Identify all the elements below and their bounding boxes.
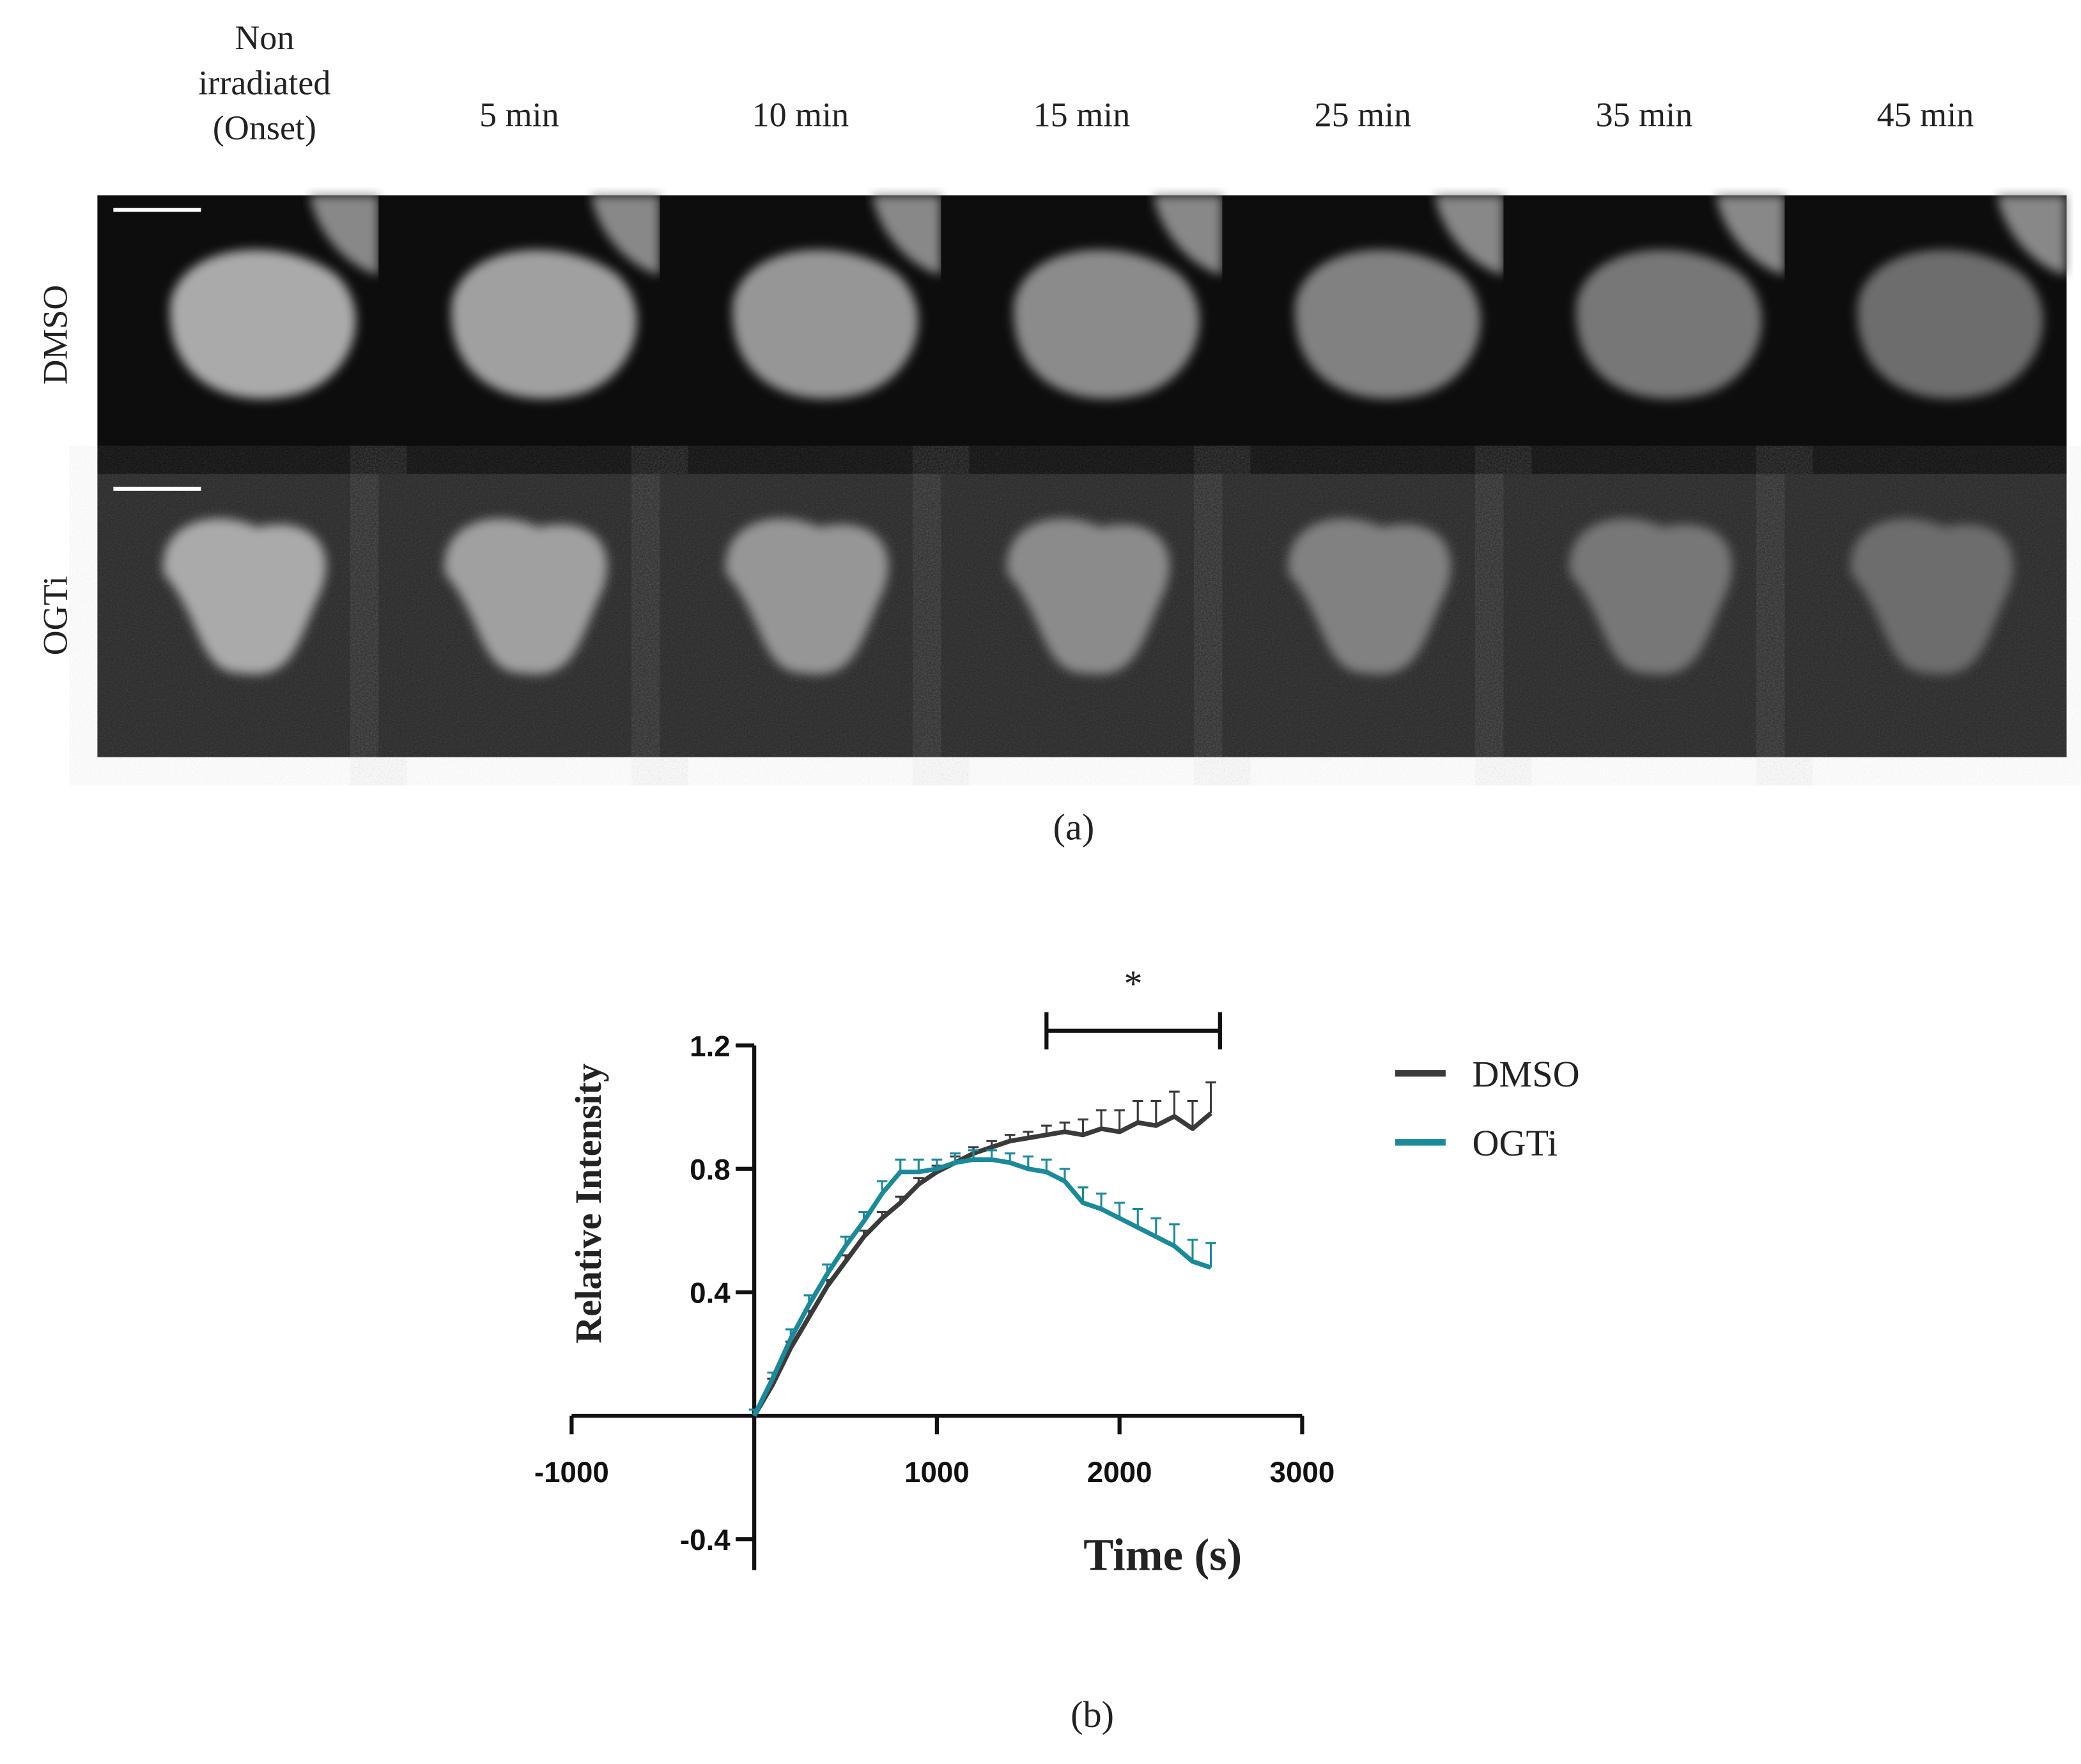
nucleus bbox=[444, 518, 607, 675]
micrograph bbox=[1222, 474, 1505, 757]
caption: (b) bbox=[1071, 1694, 1114, 1735]
column-label: 5 min bbox=[479, 95, 559, 134]
error-bar bbox=[1187, 1099, 1198, 1129]
series-line bbox=[752, 1111, 1212, 1417]
legend-label: DMSO bbox=[1472, 1053, 1579, 1095]
micrograph bbox=[660, 474, 942, 757]
y-axis-label: Relative Intensity bbox=[568, 1064, 609, 1343]
nucleus bbox=[1288, 518, 1451, 675]
significance-label: * bbox=[1124, 963, 1143, 1005]
column-label-text: 5 min bbox=[479, 95, 559, 134]
x-tick-label: 1000 bbox=[904, 1456, 970, 1489]
column-label: 15 min bbox=[1033, 95, 1131, 134]
column-label-text: 25 min bbox=[1314, 95, 1412, 134]
y-tick-label: 0.8 bbox=[690, 1153, 731, 1186]
nucleus bbox=[163, 518, 326, 675]
chart: -1000 1000 2000 3000 -0.4 0.4 0.8 1.2 DMSO OGTi * bbox=[534, 963, 1580, 1570]
neighbor-cell bbox=[309, 195, 379, 275]
error-bar bbox=[1132, 1099, 1143, 1123]
series-line bbox=[752, 1157, 1212, 1417]
x-axis-label: Time (s) bbox=[1083, 1531, 1242, 1581]
neighbor-cell bbox=[872, 195, 941, 275]
nucleus bbox=[1857, 249, 2043, 399]
micrograph bbox=[660, 195, 942, 474]
nucleus bbox=[1569, 518, 1732, 675]
column-label: 45 min bbox=[1876, 95, 1974, 134]
error-bar bbox=[1150, 1217, 1162, 1237]
x-tick-label: -1000 bbox=[534, 1456, 609, 1489]
y-tick-label: -0.4 bbox=[680, 1524, 731, 1556]
y-tick-label: 1.2 bbox=[690, 1030, 731, 1062]
column-label-text: 35 min bbox=[1595, 95, 1693, 134]
neighbor-cell bbox=[591, 195, 660, 275]
column-label: 10 min bbox=[752, 95, 849, 134]
nucleus bbox=[1014, 249, 1200, 399]
micrograph bbox=[941, 195, 1223, 474]
error-bar bbox=[1150, 1099, 1162, 1126]
x-tick-label: 2000 bbox=[1087, 1456, 1152, 1489]
significance-bracket bbox=[1044, 1012, 1222, 1049]
error-bar bbox=[1169, 1090, 1180, 1117]
caption: (a) bbox=[1053, 806, 1095, 847]
nucleus bbox=[169, 249, 356, 399]
column-label: Non irradiated (Onset) bbox=[198, 19, 331, 148]
nucleus bbox=[1007, 518, 1170, 675]
x-tick-label: 3000 bbox=[1270, 1456, 1335, 1489]
micrograph bbox=[1503, 195, 1786, 474]
neighbor-cell bbox=[1434, 195, 1504, 275]
micrograph bbox=[1784, 195, 2067, 474]
neighbor-cell bbox=[1715, 195, 1785, 275]
error-bar bbox=[1205, 1242, 1216, 1268]
error-bar bbox=[1078, 1118, 1088, 1135]
micrograph bbox=[1784, 474, 2067, 757]
column-label: 35 min bbox=[1595, 95, 1693, 134]
micrograph bbox=[941, 474, 1223, 757]
micrograph bbox=[1222, 195, 1505, 474]
nucleus bbox=[451, 249, 637, 399]
nucleus bbox=[1295, 249, 1481, 399]
micrograph bbox=[378, 474, 661, 757]
error-bar bbox=[1169, 1223, 1180, 1246]
neighbor-cell bbox=[1997, 195, 2066, 275]
legend-label: OGTi bbox=[1472, 1122, 1558, 1164]
nucleus bbox=[732, 249, 918, 399]
column-label-text: 10 min bbox=[752, 95, 849, 134]
row-label: OGTi bbox=[36, 576, 75, 655]
y-tick-label: 0.4 bbox=[690, 1277, 731, 1310]
neighbor-cell bbox=[1153, 195, 1223, 275]
micrograph bbox=[97, 474, 380, 757]
column-label-text: 45 min bbox=[1876, 95, 1974, 134]
error-bar bbox=[1187, 1239, 1198, 1262]
nucleus bbox=[725, 518, 888, 675]
error-bar bbox=[1095, 1109, 1107, 1129]
micrograph bbox=[1503, 474, 1786, 757]
column-label: 25 min bbox=[1314, 95, 1412, 134]
error-bar bbox=[1132, 1208, 1143, 1228]
error-bar bbox=[1205, 1081, 1216, 1113]
column-label-text: Non irradiated (Onset) bbox=[198, 19, 331, 148]
micrograph-grid bbox=[97, 195, 2067, 757]
micrograph bbox=[378, 195, 661, 474]
column-label-text: 15 min bbox=[1033, 95, 1131, 134]
error-bar bbox=[1095, 1192, 1107, 1209]
micrograph bbox=[97, 195, 380, 474]
nucleus bbox=[1850, 518, 2014, 675]
row-label: DMSO bbox=[36, 285, 75, 385]
error-bar bbox=[1114, 1109, 1125, 1132]
nucleus bbox=[1576, 249, 1762, 399]
